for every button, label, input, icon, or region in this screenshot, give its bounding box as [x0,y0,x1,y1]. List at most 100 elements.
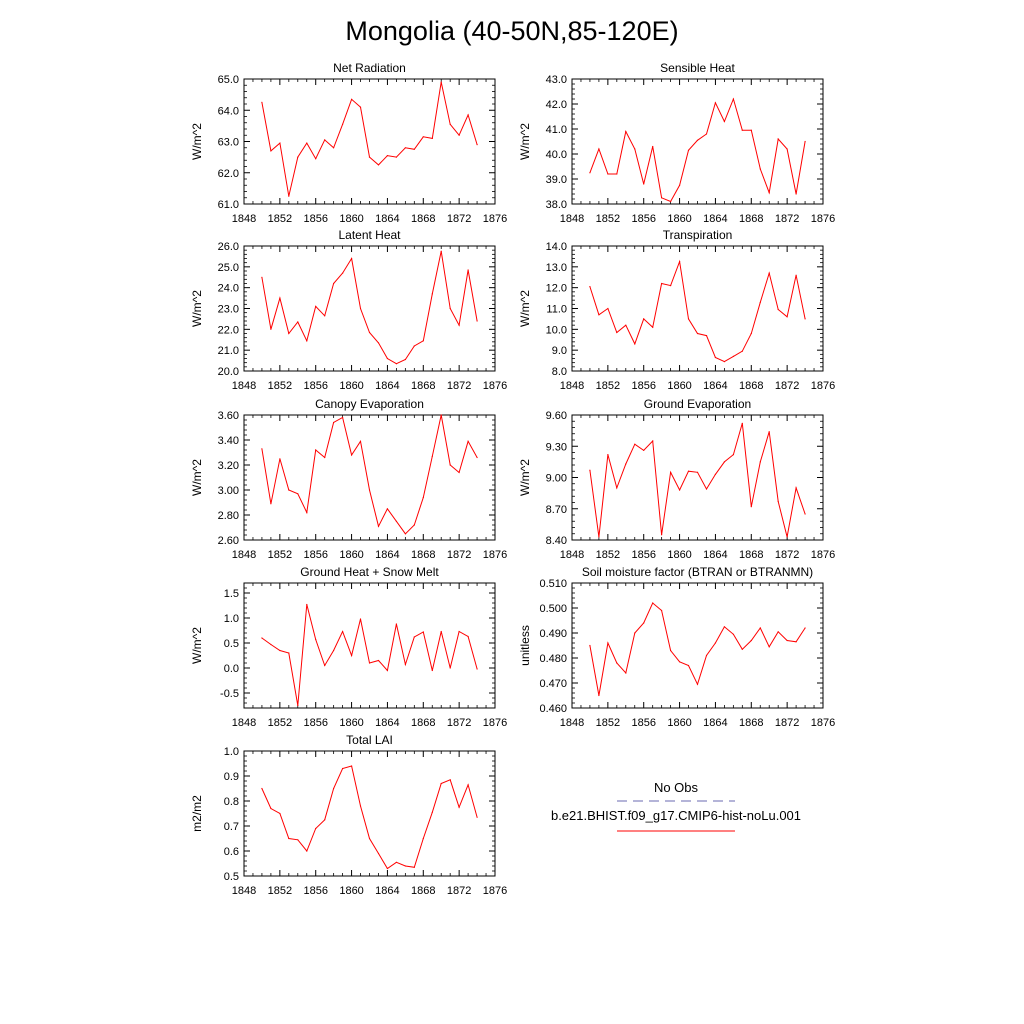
data-point [395,520,397,522]
data-point [422,340,424,342]
x-tick-label: 1872 [775,213,799,225]
plot-frame [571,414,824,541]
data-point [616,173,618,175]
x-tick-label: 1876 [811,213,835,225]
data-point [342,416,344,419]
y-tick-label: 40.0 [546,149,567,161]
y-tick-label: 21.0 [218,345,239,357]
data-point [449,667,451,669]
panel-title: Latent Heat [338,228,401,242]
data-point [261,276,263,278]
y-tick-label: 3.40 [218,435,239,447]
chart-panel-2: 1848 1852 1856 1860 1864 1868 1872 1876 38.0 39.0… [518,61,835,225]
x-tick-label: 1860 [667,380,691,392]
data-point [306,142,308,144]
data-point [750,506,752,508]
data-point [768,646,770,648]
y-tick-label: 8.0 [552,366,567,378]
data-point [333,649,335,652]
y-tick-label: 39.0 [546,174,567,186]
x-tick-label: 1852 [596,717,620,729]
data-point [368,837,371,840]
data-point [607,173,609,175]
data-point [324,456,326,459]
data-point [643,318,645,320]
x-tick-label: 1876 [811,717,835,729]
data-series-line [261,414,478,535]
data-point [270,503,272,505]
x-tick-label: 1848 [232,213,256,225]
data-series-line [589,423,806,538]
panel-title: Net Radiation [333,61,406,75]
data-point [625,672,627,674]
data-point [652,145,654,148]
x-tick-label: 1860 [667,549,691,561]
x-tick-label: 1876 [483,213,507,225]
panel-title: Total LAI [346,733,393,747]
data-point [458,806,460,808]
data-point [804,318,806,320]
plot-frame [243,582,496,709]
data-point [297,704,299,707]
y-axis-label: m2/m2 [190,795,204,832]
data-point [705,133,708,135]
data-point [786,639,788,642]
data-point [661,534,663,536]
data-point [777,500,779,503]
x-tick-label: 1864 [375,380,399,392]
x-tick-label: 1852 [596,213,620,225]
data-point [723,626,726,628]
data-point [634,443,636,445]
x-tick-label: 1860 [667,213,691,225]
data-point [759,301,761,303]
data-point [607,307,609,310]
data-point [351,654,353,657]
y-tick-label: 61.0 [218,199,239,211]
data-point [324,664,326,667]
data-point [315,638,317,641]
data-point [670,471,672,473]
y-axis-label: unitless [518,625,532,666]
data-point [359,440,362,442]
x-tick-label: 1856 [303,213,327,225]
data-point [368,489,371,491]
main-title: Mongolia (40-50N,85-120E) [345,16,678,46]
data-point [759,168,761,170]
data-point [297,493,299,495]
x-tick-label: 1856 [303,885,327,897]
y-tick-label: 2.80 [218,510,239,522]
y-tick-label: 42.0 [546,99,567,111]
data-point [643,183,645,185]
data-point [422,136,424,138]
panel-title: Canopy Evaporation [315,397,424,411]
x-tick-label: 1876 [483,380,507,392]
chart-panel-7: 1848 1852 1856 1860 1864 1868 1872 1876 -0.5 0.0 0… [190,565,507,729]
x-tick-label: 1848 [232,549,256,561]
data-point [786,536,788,538]
data-point [431,669,433,672]
data-point [386,508,388,510]
x-tick-label: 1872 [447,885,471,897]
legend-obs-label: No Obs [654,780,699,795]
data-point [449,123,451,125]
data-point [670,649,672,652]
y-axis-label: W/m^2 [518,123,532,160]
x-tick-label: 1872 [447,549,471,561]
data-point [786,316,788,318]
data-point [440,81,442,83]
data-point [342,630,344,633]
data-point [696,683,699,685]
data-point [679,489,681,491]
y-tick-label: 9.30 [546,441,567,453]
data-point [386,357,388,360]
panel-title: Ground Evaporation [644,397,751,411]
data-point [705,488,708,490]
data-point [351,98,353,100]
data-series-line [261,604,478,706]
y-tick-label: 3.00 [218,485,239,497]
data-point [333,282,335,285]
data-point [306,850,308,852]
data-point [714,473,717,475]
data-point [359,805,362,807]
data-point [795,487,797,489]
